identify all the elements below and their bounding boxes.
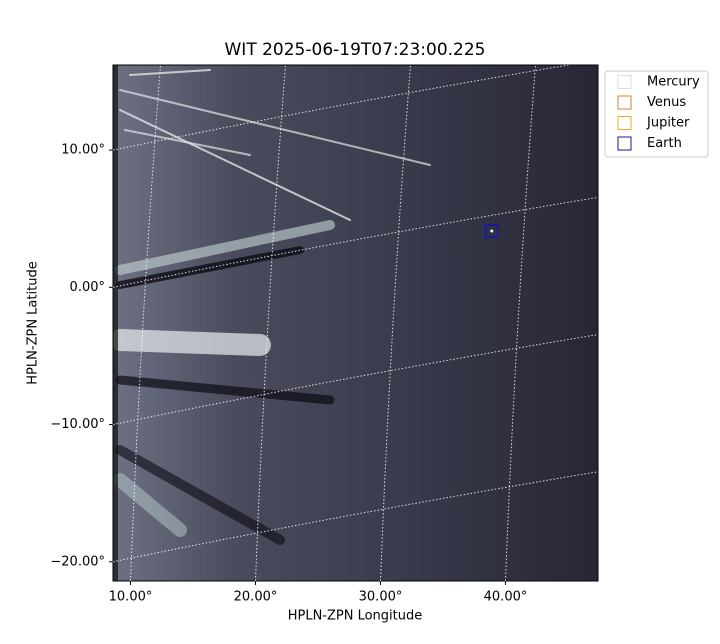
legend-marker: [617, 95, 632, 110]
y-tick-label: 10.00°: [61, 143, 105, 158]
legend-label: Earth: [647, 136, 682, 151]
x-tick-label: 40.00°: [484, 590, 528, 605]
chart-title: WIT 2025-06-19T07:23:00.225: [225, 40, 486, 60]
grid-line: [380, 65, 411, 581]
x-tick-label: 20.00°: [234, 590, 278, 605]
legend-marker: [617, 75, 632, 89]
x-tick-label: 30.00°: [359, 590, 403, 605]
legend-label: Venus: [647, 95, 686, 110]
grid-line: [255, 65, 286, 581]
legend-label: Jupiter: [646, 116, 690, 131]
axes-frame: [112, 64, 599, 582]
legend-marker: [617, 136, 632, 151]
y-axis-label: HPLN-ZPN Latitude: [26, 261, 41, 384]
y-tick-label: 0.00°: [70, 280, 105, 295]
y-tick-label: −10.00°: [50, 417, 105, 432]
grid-line: [505, 65, 536, 581]
legend: [604, 70, 709, 158]
legend-label: Mercury: [647, 75, 700, 90]
grid-line: [130, 65, 161, 581]
x-axis-label: HPLN-ZPN Longitude: [288, 609, 423, 624]
x-tick-label: 10.00°: [109, 590, 153, 605]
planet-marker: [484, 224, 499, 239]
planet-dot: [490, 229, 494, 233]
legend-marker: [617, 116, 632, 130]
y-tick-label: −20.00°: [50, 554, 105, 569]
